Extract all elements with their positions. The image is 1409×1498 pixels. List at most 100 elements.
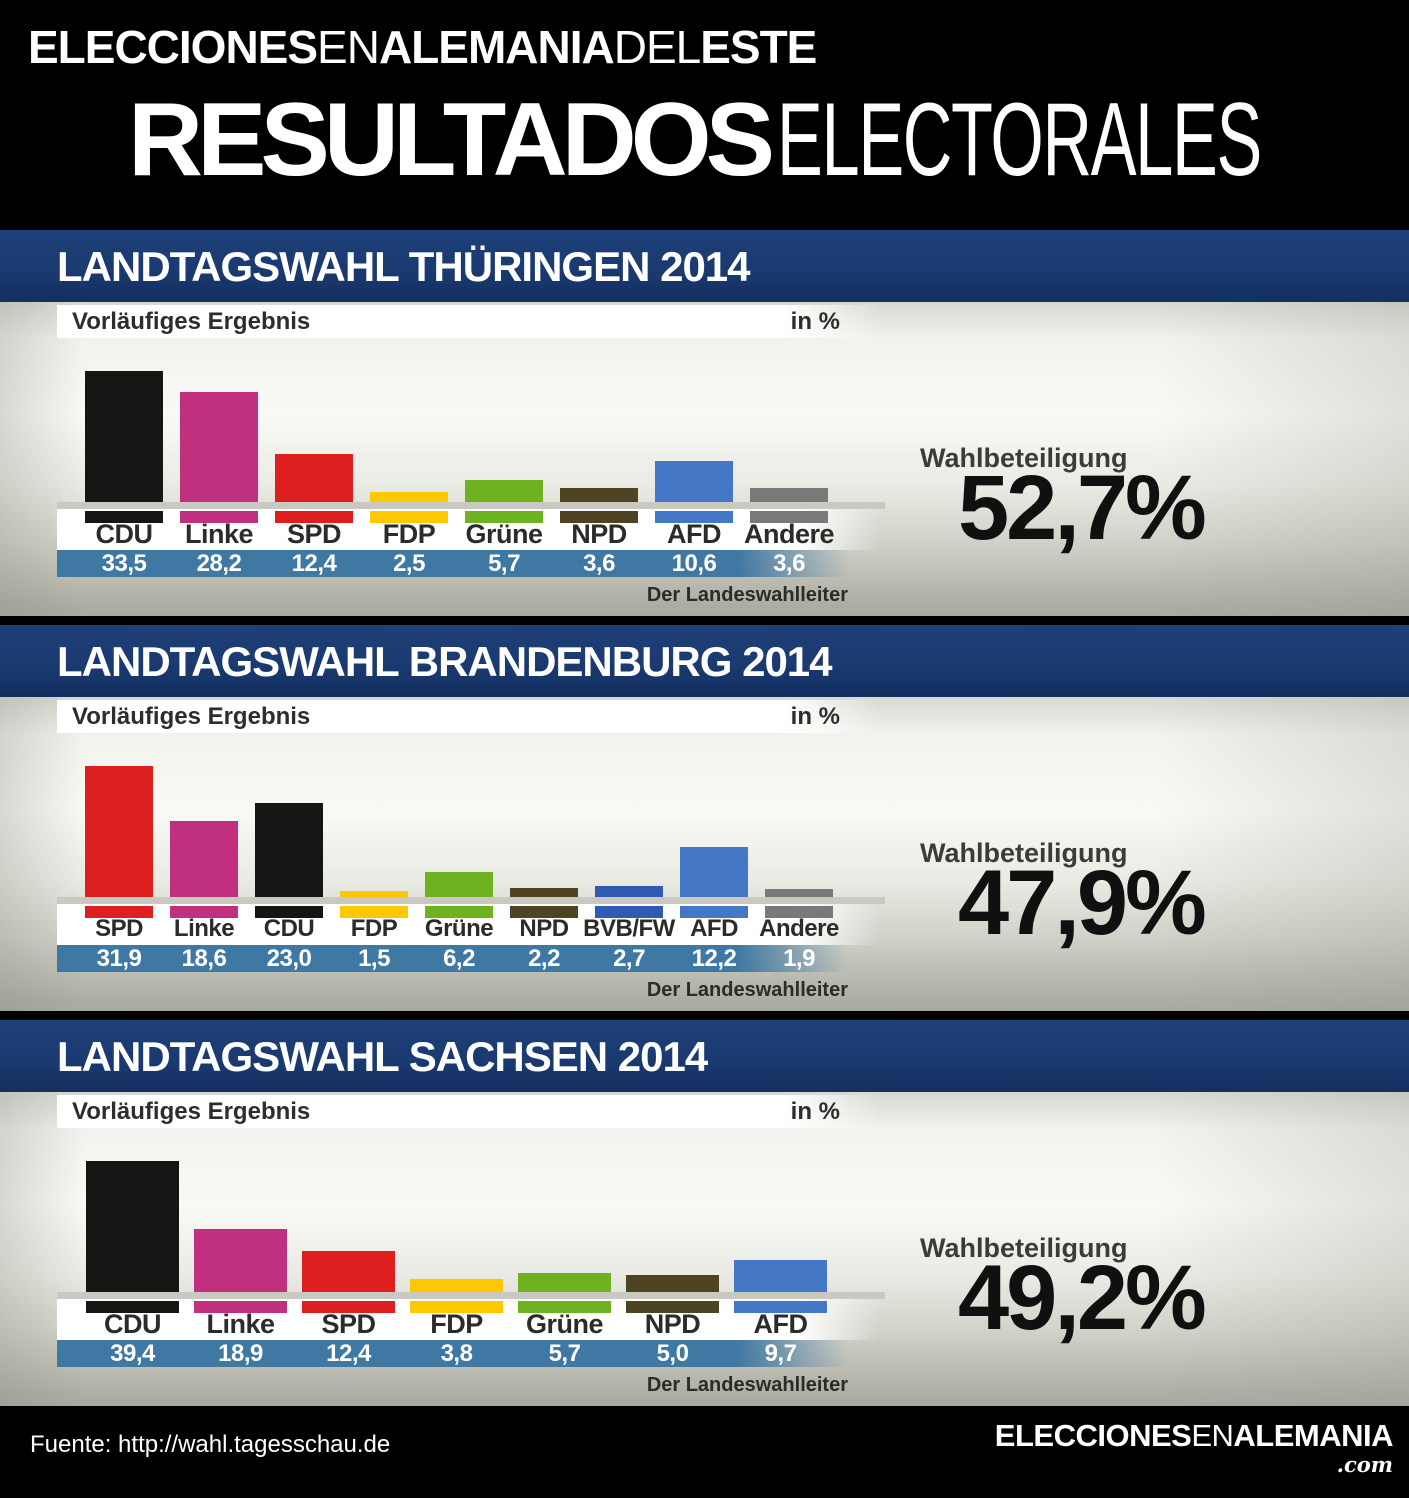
bar (275, 454, 353, 502)
bar-foot (275, 511, 353, 523)
bar-foot (655, 511, 733, 523)
bar-foot (194, 1301, 287, 1313)
panel-title: LANDTAGSWAHL SACHSEN 2014 (0, 1020, 1409, 1092)
value-label: 18,6 (181, 945, 227, 972)
kicker-segment: DEL (613, 21, 701, 73)
bar (302, 1251, 395, 1292)
page-title: RESULTADOSELECTORALES (128, 84, 1409, 196)
page-title-bold: RESULTADOS (128, 82, 775, 198)
turnout-label: Wahlbeteiligung (920, 1233, 1128, 1263)
logo-segment: ALEMANIA (1233, 1418, 1393, 1453)
source-note: Fuente: http://wahl.tagesschau.de (30, 1431, 391, 1458)
site-logo-tld: .com (1336, 1452, 1393, 1477)
party-label: NPD (571, 519, 627, 549)
value-label: 3,6 (773, 550, 805, 577)
chart-area: Vorläufiges Ergebnis in % CDU 39,4 Linke 18… (0, 1092, 1409, 1406)
bar-foot (560, 511, 638, 523)
chart-area: Vorläufiges Ergebnis in % CDU 33,5 Linke 28… (0, 302, 1409, 616)
result-note-strip: Vorläufiges Ergebnis in % (57, 1095, 880, 1128)
party-label: SPD (321, 1309, 376, 1339)
party-label: CDU (104, 1309, 162, 1339)
kicker-segment: ELECCIONES (28, 21, 318, 73)
bar-foot (180, 511, 258, 523)
panel-title: LANDTAGSWAHL BRANDENBURG 2014 (0, 625, 1409, 697)
bar-foot (85, 906, 153, 918)
bar (425, 872, 493, 897)
chart-credit: Der Landeswahlleiter (646, 1374, 848, 1396)
bar-foot (370, 511, 448, 523)
unit-label: in % (790, 1097, 840, 1125)
value-label: 3,8 (440, 1340, 473, 1367)
bar-foot (734, 1301, 827, 1313)
value-label: 1,9 (783, 945, 815, 972)
result-note-strip: Vorläufiges Ergebnis in % (57, 700, 880, 733)
bar-foot (410, 1301, 503, 1313)
bar (465, 480, 543, 502)
value-label: 23,0 (266, 945, 312, 972)
page-footer: Fuente: http://wahl.tagesschau.de ELECCI… (0, 1406, 1409, 1489)
value-label: 2,7 (613, 945, 645, 972)
turnout-value: 49,2% (958, 1247, 1207, 1349)
value-label: 3,6 (583, 550, 615, 577)
site-logo-text: ELECCIONESENALEMANIA (994, 1418, 1394, 1453)
value-strip (57, 550, 848, 577)
value-label: 10,6 (671, 550, 717, 577)
party-label: NPD (644, 1309, 701, 1339)
party-label: AFD (667, 519, 722, 549)
bar (180, 392, 258, 502)
value-label: 31,9 (96, 945, 142, 972)
value-label: 2,5 (393, 550, 425, 577)
bar (518, 1273, 611, 1292)
bar (595, 886, 663, 897)
value-label: 5,7 (488, 550, 520, 577)
value-label: 1,5 (358, 945, 390, 972)
bar (734, 1260, 827, 1292)
bar (85, 766, 153, 897)
kicker-segment: EN (317, 21, 380, 73)
panel-separator (0, 616, 1409, 625)
bar (255, 803, 323, 897)
bar (340, 891, 408, 897)
preliminary-result-label: Vorläufiges Ergebnis (72, 702, 311, 730)
value-strip (57, 1340, 848, 1367)
bar (765, 889, 833, 897)
party-label: Andere (743, 519, 835, 549)
bar-foot (340, 906, 408, 918)
unit-label: in % (790, 702, 840, 730)
party-label: FDP (350, 915, 398, 942)
party-label: FDP (382, 519, 436, 549)
value-label: 18,9 (218, 1340, 263, 1367)
value-label: 2,2 (528, 945, 560, 972)
value-label: 12,4 (326, 1340, 371, 1367)
bar (750, 488, 828, 502)
bar-foot (170, 906, 238, 918)
value-label: 33,5 (101, 550, 147, 577)
party-label: Linke (184, 519, 254, 549)
axis-baseline (57, 502, 885, 509)
panel-brandenburg: LANDTAGSWAHL BRANDENBURG 2014 Vorläufige… (0, 625, 1409, 1020)
value-label: 12,4 (291, 550, 337, 577)
value-strip (57, 945, 848, 972)
party-label: FDP (430, 1309, 483, 1339)
bar (194, 1229, 287, 1292)
party-label: Grüne (424, 915, 494, 942)
party-label: Grüne (525, 1309, 604, 1339)
bar-foot (626, 1301, 719, 1313)
bar-foot (302, 1301, 395, 1313)
kicker-segment: ALEMANIA (378, 21, 615, 73)
axis-baseline (57, 1292, 885, 1299)
bar-foot (518, 1301, 611, 1313)
panel-sachsen: LANDTAGSWAHL SACHSEN 2014 Vorläufiges Er… (0, 1020, 1409, 1406)
party-label: SPD (286, 519, 342, 549)
bar (560, 488, 638, 502)
party-label: SPD (95, 915, 143, 942)
bar-foot (465, 511, 543, 523)
bar-foot (595, 906, 663, 918)
chart-area: Vorläufiges Ergebnis in % SPD 31,9 Linke 18… (0, 697, 1409, 1011)
logo-segment: ELECCIONES (994, 1418, 1192, 1453)
party-label: Linke (173, 915, 235, 942)
chart-credit: Der Landeswahlleiter (646, 584, 848, 606)
bar (86, 1161, 179, 1292)
turnout-label: Wahlbeteiligung (920, 443, 1128, 473)
